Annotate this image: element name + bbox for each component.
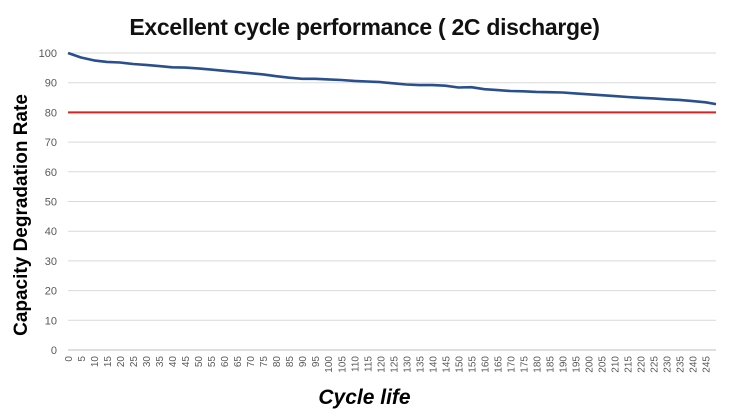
x-tick-label: 235 <box>676 356 687 373</box>
x-tick-label: 120 <box>376 356 387 373</box>
x-tick-label: 125 <box>389 356 400 373</box>
y-tick-label: 20 <box>45 286 57 298</box>
x-tick-label: 25 <box>129 356 140 368</box>
y-tick-label: 40 <box>45 226 57 238</box>
x-tick-label: 145 <box>441 356 452 373</box>
y-tick-label: 80 <box>45 107 57 119</box>
x-tick-label: 105 <box>337 356 348 373</box>
x-tick-label: 245 <box>702 356 713 373</box>
x-axis-label: Cycle life <box>318 386 411 409</box>
x-tick-label: 215 <box>624 356 635 373</box>
x-tick-label: 5 <box>77 356 88 362</box>
x-tick-label: 100 <box>324 356 335 373</box>
x-tick-label: 35 <box>155 356 166 368</box>
x-tick-label: 70 <box>246 356 257 368</box>
x-tick-label: 180 <box>532 356 543 373</box>
x-tick-label: 200 <box>584 356 595 373</box>
x-tick-label: 30 <box>142 356 153 368</box>
x-tick-label: 10 <box>90 356 101 368</box>
x-tick-label: 40 <box>168 356 179 368</box>
x-tick-label: 15 <box>103 356 114 368</box>
x-tick-label: 90 <box>298 356 309 368</box>
y-tick-label: 70 <box>45 137 57 149</box>
x-tick-label: 240 <box>689 356 700 373</box>
x-tick-label: 20 <box>116 356 127 368</box>
x-tick-label: 165 <box>493 356 504 373</box>
x-tick-label: 210 <box>611 356 622 373</box>
x-tick-label: 225 <box>650 356 661 373</box>
x-tick-label: 55 <box>207 356 218 368</box>
x-tick-label: 160 <box>480 356 491 373</box>
x-tick-label: 230 <box>663 356 674 373</box>
x-tick-label: 220 <box>637 356 648 373</box>
x-tick-label: 130 <box>402 356 413 373</box>
x-tick-label: 185 <box>545 356 556 373</box>
x-tick-label: 150 <box>454 356 465 373</box>
y-tick-label: 50 <box>45 197 57 209</box>
y-tick-label: 100 <box>39 48 57 60</box>
x-tick-label: 115 <box>363 356 374 372</box>
x-tick-label: 140 <box>428 356 439 373</box>
y-tick-label: 0 <box>51 345 57 357</box>
x-tick-label: 190 <box>558 356 569 373</box>
x-tick-label: 175 <box>519 356 530 373</box>
x-tick-label: 155 <box>467 356 478 373</box>
x-tick-label: 65 <box>233 356 244 368</box>
y-tick-label: 30 <box>45 256 57 268</box>
x-tick-label: 205 <box>597 356 608 373</box>
x-tick-label: 45 <box>181 356 192 368</box>
y-tick-label: 10 <box>45 315 57 327</box>
x-tick-label: 85 <box>285 356 296 368</box>
y-tick-label: 60 <box>45 167 57 179</box>
chart-title: Excellent cycle performance ( 2C dischar… <box>129 14 600 40</box>
x-tick-label: 135 <box>415 356 426 373</box>
x-tick-label: 110 <box>350 356 361 372</box>
x-tick-label: 60 <box>220 356 231 368</box>
x-tick-label: 80 <box>272 356 283 368</box>
x-tick-label: 170 <box>506 356 517 373</box>
x-tick-label: 195 <box>571 356 582 373</box>
y-tick-label: 90 <box>45 78 57 90</box>
x-tick-label: 75 <box>259 356 270 368</box>
x-tick-label: 0 <box>64 356 75 362</box>
x-tick-label: 95 <box>311 356 322 368</box>
capacity-series-line <box>67 51 717 106</box>
x-tick-label: 50 <box>194 356 205 368</box>
